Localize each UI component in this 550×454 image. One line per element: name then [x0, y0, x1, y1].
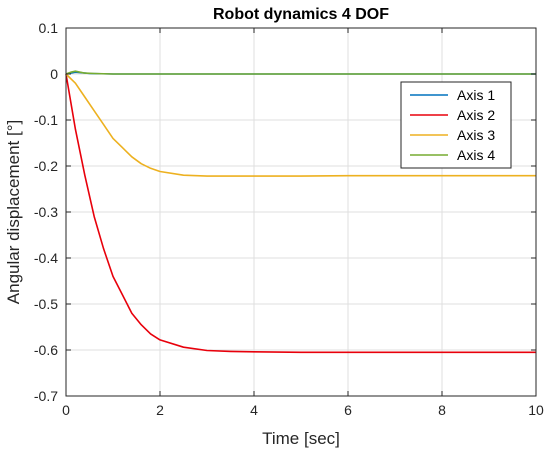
x-tick-label: 10	[528, 402, 544, 418]
y-tick-label: -0.5	[34, 296, 58, 312]
y-tick-label: -0.6	[34, 342, 58, 358]
series-line-axis-2	[65, 73, 536, 354]
legend-label: Axis 1	[457, 87, 495, 103]
legend-label: Axis 4	[457, 147, 495, 163]
x-axis-label: Time [sec]	[262, 429, 340, 448]
x-tick-label: 0	[62, 402, 70, 418]
x-tick-label: 6	[344, 402, 352, 418]
y-tick-label: -0.7	[34, 388, 58, 404]
x-tick-label: 8	[438, 402, 446, 418]
y-tick-label: -0.1	[34, 112, 58, 128]
axis-ticks: 0 2 4 6 8 10 0.1 0 -0.1 -0.2 -0.3 -0.4 -0.5 -0.6 -0.7	[34, 20, 544, 418]
chart-title: Robot dynamics 4 DOF	[213, 6, 389, 23]
y-tick-label: -0.2	[34, 158, 58, 174]
y-tick-label: -0.4	[34, 250, 58, 266]
legend-box	[400, 81, 512, 169]
legend-label: Axis 2	[457, 107, 495, 123]
x-tick-label: 2	[156, 402, 164, 418]
legend-label: Axis 3	[457, 127, 495, 143]
series-line-axis-3	[65, 73, 536, 177]
y-tick-label: 0	[50, 66, 58, 82]
x-tick-label: 4	[250, 402, 258, 418]
series-layer	[65, 70, 536, 354]
y-tick-label: 0.1	[39, 20, 59, 36]
y-axis-label: Angular displacement [°]	[4, 120, 23, 304]
legend: Axis 1 Axis 2 Axis 3 Axis 4	[400, 81, 512, 169]
y-tick-label: -0.3	[34, 204, 58, 220]
series-line-axis-4	[65, 70, 536, 75]
